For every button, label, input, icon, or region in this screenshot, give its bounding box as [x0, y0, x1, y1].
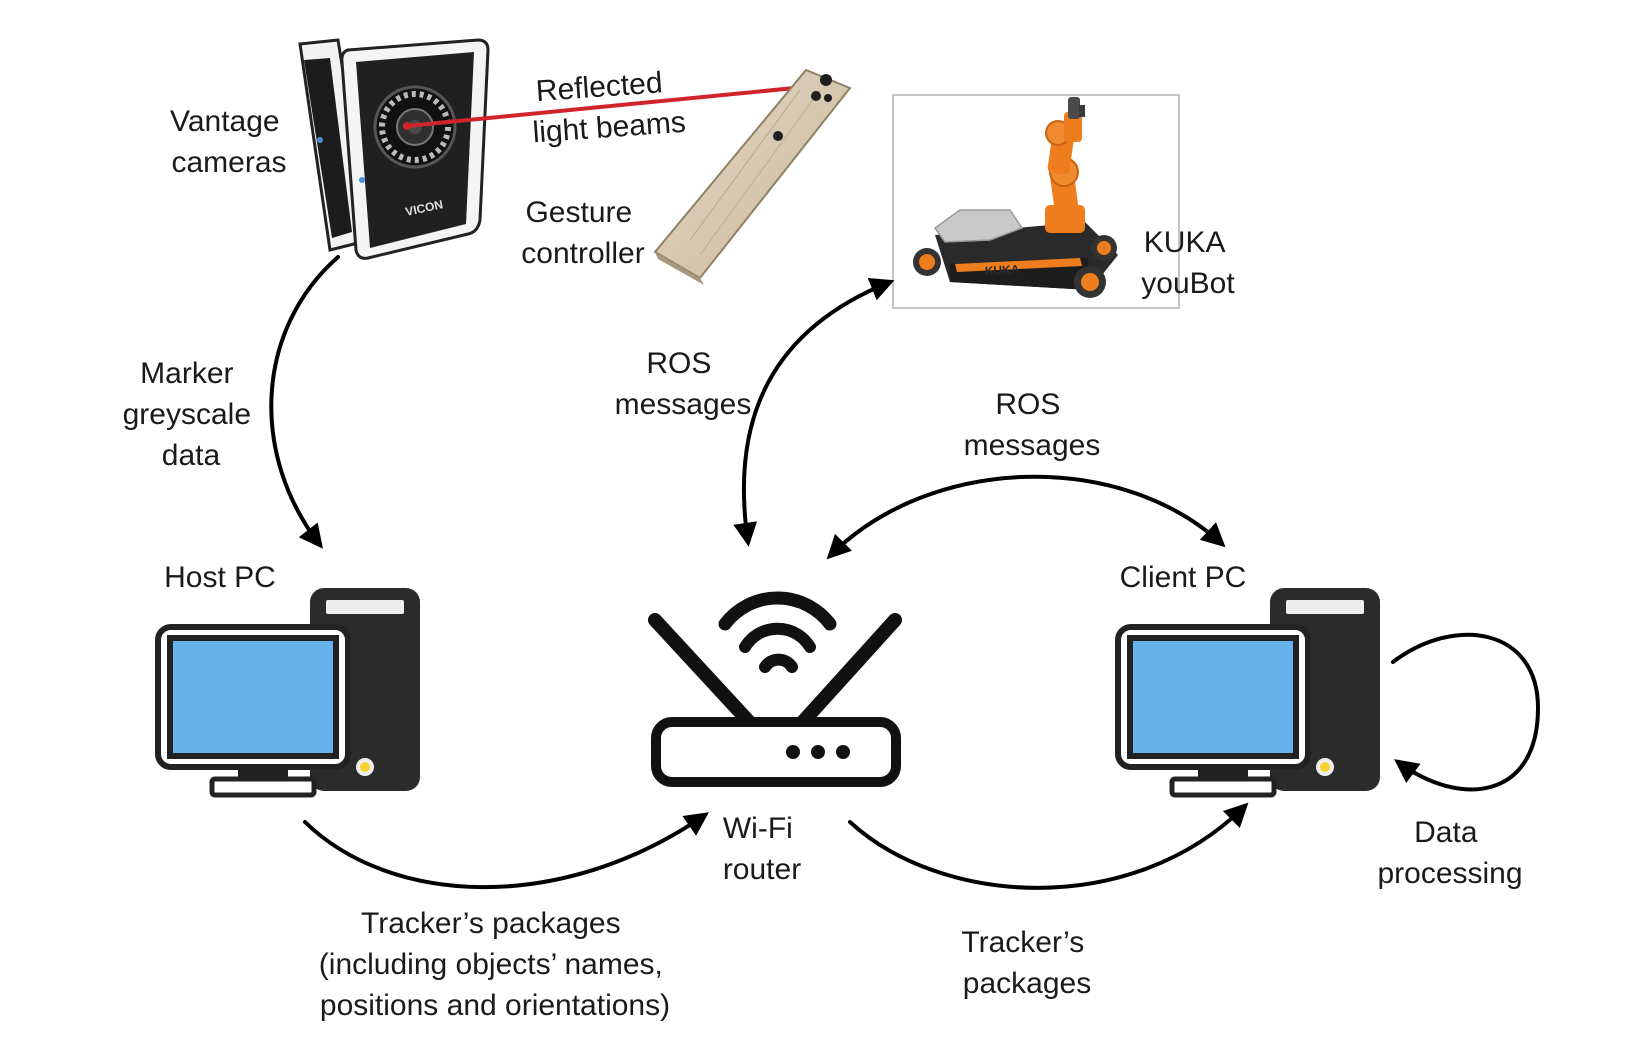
robot-brand-text: KUKA: [984, 262, 1020, 278]
gesture-controller-icon: [653, 68, 852, 285]
host-pc-icon: [155, 588, 420, 798]
arrow-host-to-router: [303, 812, 709, 890]
client-pc-label: Client PC: [1120, 561, 1247, 594]
vantage-cameras-label: Vantage cameras: [170, 105, 288, 179]
trackers-packages-full-label: Tracker’s packages (including objects’ n…: [319, 907, 671, 1022]
wifi-router-icon: [648, 591, 902, 787]
kuka-youbot-label: KUKA youBot: [1141, 226, 1235, 300]
marker-greyscale-data-label: Marker greyscale data: [123, 357, 260, 472]
host-pc-label: Host PC: [164, 561, 276, 594]
arrow-router-client: [826, 474, 1226, 560]
data-processing-label: Data processing: [1377, 816, 1522, 890]
ros-messages-client-label: ROS messages: [964, 388, 1101, 462]
arrow-router-robot: [733, 278, 895, 547]
trackers-packages-label: Tracker’s packages: [961, 926, 1092, 1000]
vantage-camera-icon: VICON: [298, 38, 490, 260]
arrow-camera-to-host: [269, 255, 340, 549]
kuka-youbot-icon: KUKA: [892, 94, 1180, 309]
gesture-controller-label: Gesture controller: [521, 196, 644, 270]
light-beam-line: [406, 84, 816, 128]
arrow-data-processing-loop: [1391, 632, 1541, 792]
arrow-router-to-client: [848, 802, 1249, 890]
wifi-router-label: Wi-Fi router: [723, 812, 801, 886]
client-pc-icon: [1115, 588, 1380, 798]
ros-messages-robot-label: ROS messages: [615, 347, 752, 421]
